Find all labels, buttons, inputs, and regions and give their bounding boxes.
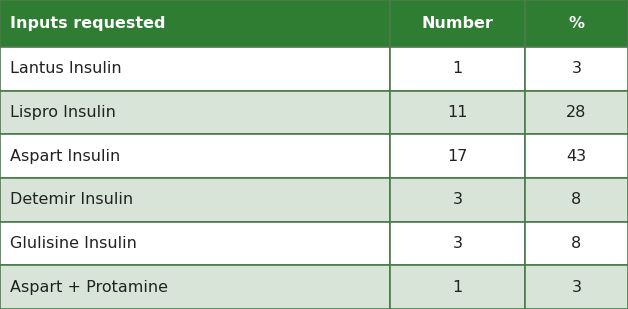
Bar: [525, 178, 628, 222]
Text: 3: 3: [571, 280, 582, 295]
Bar: [0, 0, 390, 47]
Bar: [525, 265, 628, 309]
Bar: [0, 265, 390, 309]
Text: Detemir Insulin: Detemir Insulin: [10, 192, 133, 207]
Bar: [525, 134, 628, 178]
Bar: [390, 222, 525, 265]
Bar: [525, 0, 628, 47]
Bar: [525, 47, 628, 91]
Text: Lantus Insulin: Lantus Insulin: [10, 61, 122, 76]
Text: Lispro Insulin: Lispro Insulin: [10, 105, 116, 120]
Text: 28: 28: [566, 105, 587, 120]
Text: 3: 3: [571, 61, 582, 76]
Text: 1: 1: [452, 61, 463, 76]
Text: 11: 11: [447, 105, 468, 120]
Text: 3: 3: [453, 192, 462, 207]
Text: 8: 8: [571, 236, 582, 251]
Bar: [0, 91, 390, 134]
Bar: [0, 222, 390, 265]
Text: 43: 43: [566, 149, 587, 164]
Bar: [0, 47, 390, 91]
Bar: [525, 222, 628, 265]
Text: Aspart + Protamine: Aspart + Protamine: [10, 280, 168, 295]
Text: Number: Number: [421, 16, 494, 31]
Text: 1: 1: [452, 280, 463, 295]
Bar: [0, 178, 390, 222]
Text: Glulisine Insulin: Glulisine Insulin: [10, 236, 137, 251]
Bar: [390, 134, 525, 178]
Bar: [390, 0, 525, 47]
Bar: [390, 178, 525, 222]
Bar: [390, 91, 525, 134]
Text: Aspart Insulin: Aspart Insulin: [10, 149, 120, 164]
Bar: [525, 91, 628, 134]
Text: Inputs requested: Inputs requested: [10, 16, 166, 31]
Bar: [390, 47, 525, 91]
Text: 8: 8: [571, 192, 582, 207]
Bar: [0, 134, 390, 178]
Text: 17: 17: [447, 149, 468, 164]
Text: %: %: [568, 16, 585, 31]
Text: 3: 3: [453, 236, 462, 251]
Bar: [390, 265, 525, 309]
